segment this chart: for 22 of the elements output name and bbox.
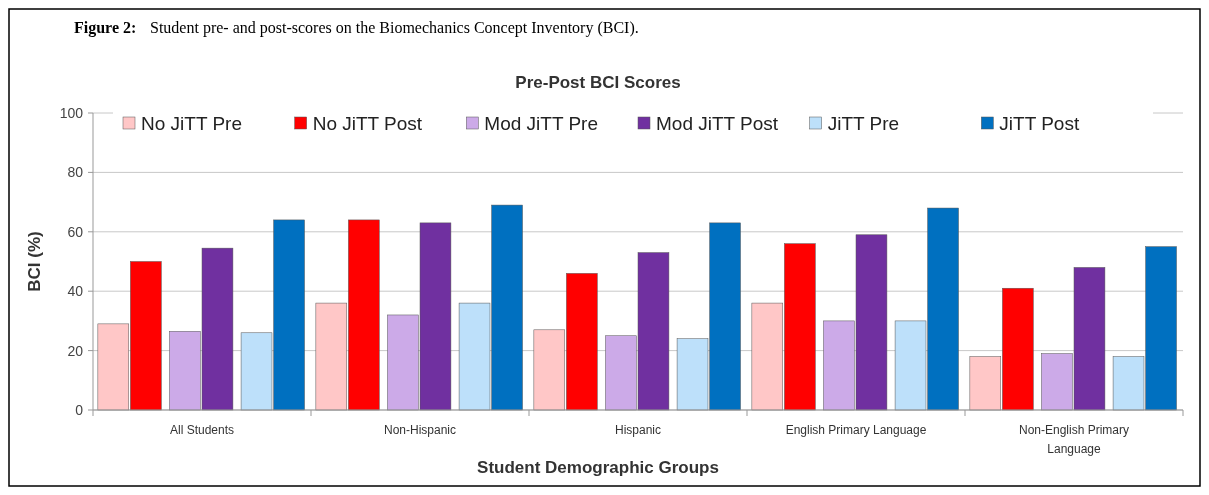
x-tick-label: English Primary Language <box>785 423 927 437</box>
legend-label: Mod JiTT Post <box>656 113 779 134</box>
legend-label: JiTT Pre <box>827 113 900 134</box>
chart-title: Pre-Post BCI Scores <box>515 73 681 92</box>
caption: Figure 2: <box>74 19 137 37</box>
y-tick-label: 60 <box>67 223 84 240</box>
x-tick-label: Hispanic <box>614 423 662 437</box>
y-axis-title: BCI (%) <box>25 231 44 292</box>
x-tick-label: Non-Hispanic <box>383 423 457 437</box>
legend-label: Mod JiTT Pre <box>484 113 599 134</box>
legend-label: No JiTT Pre <box>141 113 243 134</box>
text: Student pre- and post-scores on the Biomechanics Concept Inventory (BCI). <box>150 19 639 37</box>
y-tick-label: 80 <box>67 164 84 181</box>
y-tick-label: 40 <box>67 283 84 300</box>
legend-label: JiTT Post <box>999 113 1080 134</box>
y-tick-label: 0 <box>75 402 84 418</box>
y-tick-label: 100 <box>59 105 84 121</box>
x-tick-label: All Students <box>169 423 235 437</box>
y-tick-label: 20 <box>67 342 84 359</box>
legend-label: No JiTT Post <box>312 113 423 134</box>
x-tick-label: Non-English Primary Language <box>1018 423 1130 456</box>
x-axis-title: Student Demographic Groups <box>477 458 719 477</box>
